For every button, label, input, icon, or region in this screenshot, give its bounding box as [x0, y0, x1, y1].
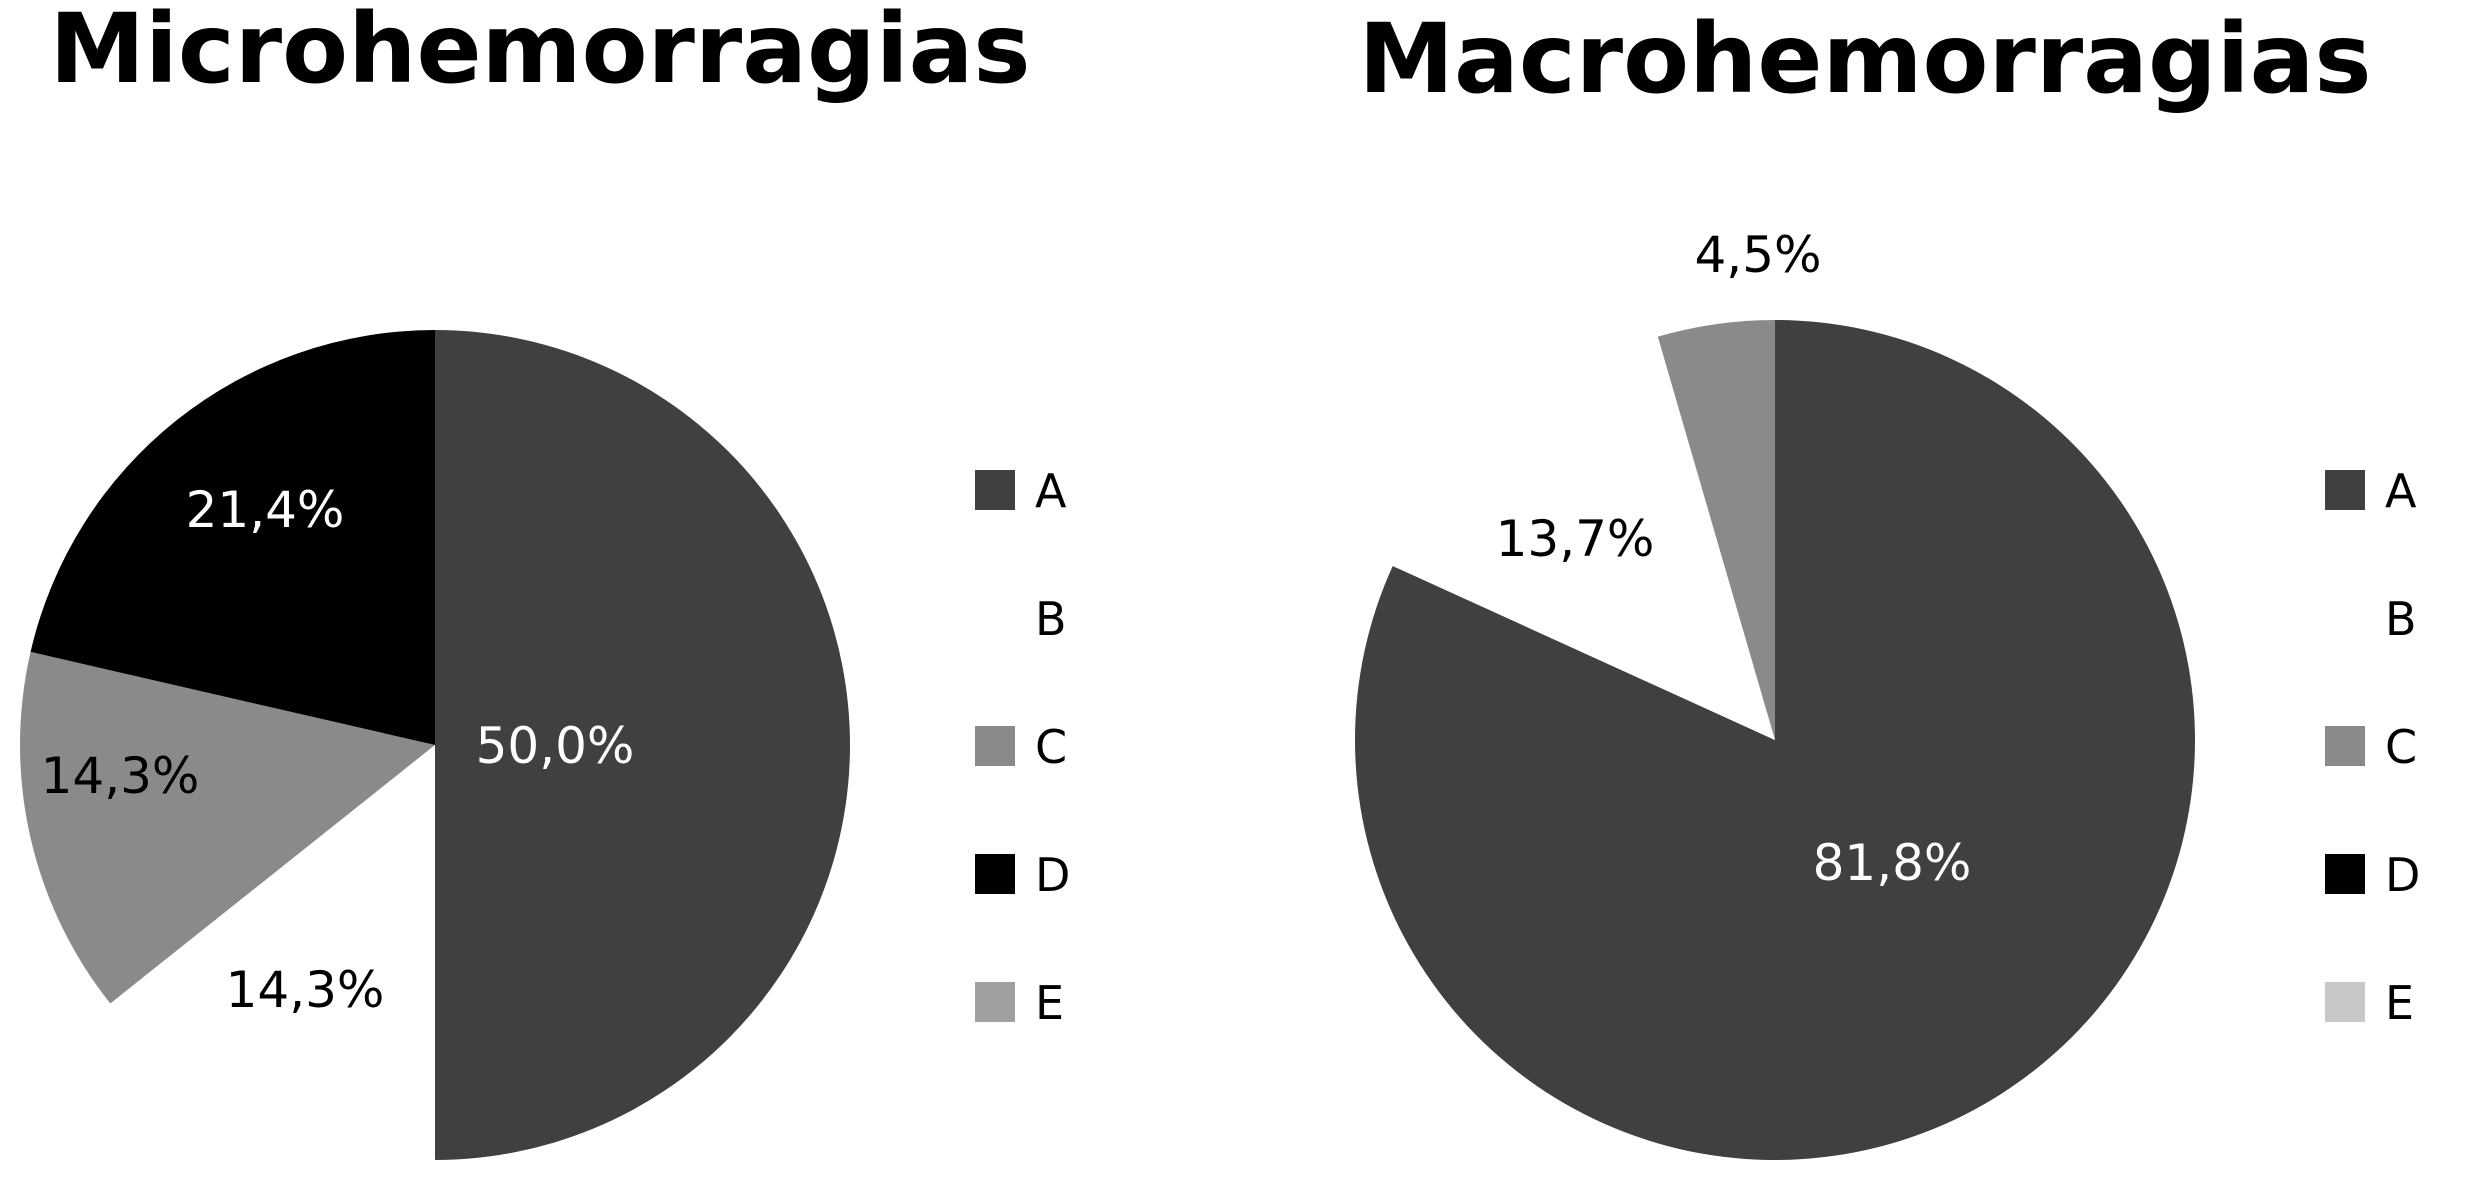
- pie-slice-b: [1392, 336, 1775, 740]
- chart-title: Microhemorragias: [49, 0, 1030, 105]
- chart-microhemorragias: Microhemorragias 50,0% 14,3% 14,3% 21,4% A B C…: [19, 0, 1070, 1160]
- legend-label: D: [2385, 848, 2420, 902]
- legend-swatch: [2325, 470, 2365, 510]
- legend-swatch: [2325, 854, 2365, 894]
- legend-label: C: [1035, 720, 1067, 774]
- legend-label: D: [1035, 848, 1070, 902]
- legend-label: E: [2385, 976, 2414, 1030]
- pie-slice-d: [30, 330, 435, 745]
- legend-swatch: [975, 726, 1015, 766]
- data-label: 13,7%: [1496, 510, 1655, 568]
- legend-swatch: [975, 854, 1015, 894]
- pie-slice-c: [19, 651, 436, 1004]
- legend-swatch: [975, 470, 1015, 510]
- data-label: 14,3%: [41, 747, 200, 805]
- data-label: 4,5%: [1694, 226, 1821, 284]
- data-label: 14,3%: [226, 961, 385, 1019]
- legend-swatch: [975, 598, 1015, 638]
- chart-title: Macrohemorragias: [1359, 3, 2372, 115]
- legend-swatch: [2325, 726, 2365, 766]
- legend-label: A: [2385, 464, 2417, 518]
- legend-label: A: [1035, 464, 1067, 518]
- legend-swatch: [2325, 982, 2365, 1022]
- pie-slice-c: [1657, 320, 1775, 740]
- pie-slice-a: [435, 330, 850, 1160]
- chart-macrohemorragias: Macrohemorragias 81,8% 13,7% 4,5% A B C D E: [1355, 3, 2420, 1160]
- legend-swatch: [975, 982, 1015, 1022]
- data-label: 81,8%: [1813, 834, 1972, 892]
- legend-label: B: [2385, 592, 2417, 646]
- data-label: 21,4%: [186, 481, 345, 539]
- pie-slice-b: [110, 745, 436, 1160]
- data-label: 50,0%: [476, 717, 635, 775]
- legend-label: C: [2385, 720, 2417, 774]
- legend-label: E: [1035, 976, 1064, 1030]
- legend-swatch: [2325, 598, 2365, 638]
- legend-label: B: [1035, 592, 1067, 646]
